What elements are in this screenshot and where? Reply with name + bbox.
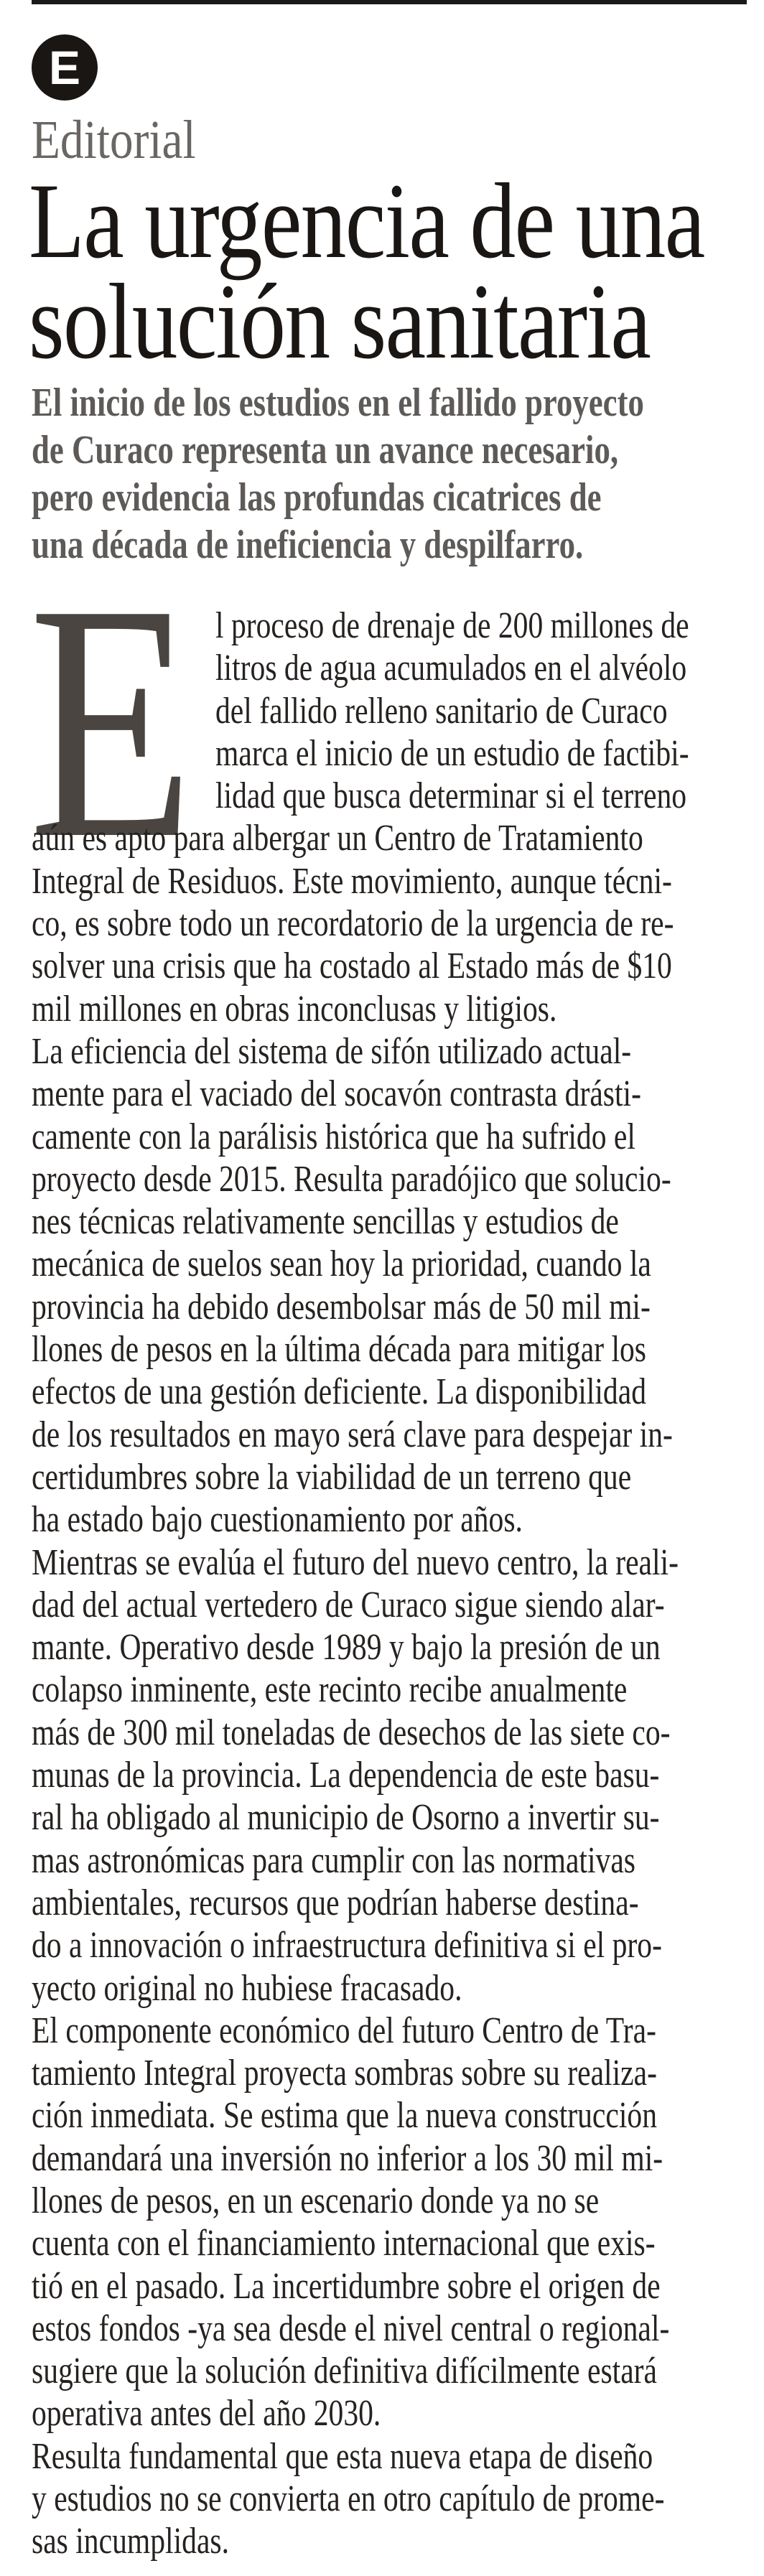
- paragraph-line: cuenta con el financiamiento internacion…: [32, 2223, 656, 2264]
- editorial-badge-icon: E: [32, 34, 98, 101]
- paragraph-line: más de 300 mil toneladas de desechos de …: [32, 1712, 671, 1753]
- paragraph-line: de los resultados en mayo será clave par…: [32, 1414, 673, 1455]
- deck-line: El inicio de los estudios en el fallido …: [32, 381, 644, 425]
- paragraph-line: mante. Operativo desde 1989 y bajo la pr…: [32, 1627, 661, 1669]
- section-label: Editorial: [32, 110, 196, 170]
- paragraph-line: camente con la parálisis histórica que h…: [32, 1116, 635, 1157]
- paragraph-line: proyecto desde 2015. Resulta paradójico …: [32, 1158, 671, 1200]
- paragraph-line: tió en el pasado. La incertidumbre sobre…: [32, 2265, 661, 2307]
- deck-line: pero evidencia las profundas cicatrices …: [32, 475, 602, 520]
- paragraph-line: ción inmediata. Se estima que la nueva c…: [32, 2095, 657, 2137]
- article-body: l proceso de drenaje de 200 millones de l…: [32, 605, 750, 2563]
- paragraph-line: sugiere que la solución definitiva difíc…: [32, 2351, 657, 2392]
- paragraph-line: mente para el vaciado del socavón contra…: [32, 1073, 641, 1115]
- paragraph-line: efectos de una gestión deficiente. La di…: [32, 1371, 646, 1413]
- paragraph-line: yecto original no hubiese fracasado.: [32, 1967, 462, 2009]
- article-paragraph: Mientras se evalúa el futuro del nuevo c…: [32, 1541, 750, 2010]
- paragraph-line: co, es sobre todo un recordatorio de la …: [32, 903, 674, 945]
- paragraph-line: del fallido relleno sanitario de Curaco: [215, 690, 668, 732]
- paragraph-line: certidumbres sobre la viabilidad de un t…: [32, 1456, 632, 1498]
- paragraph-line: tamiento Integral proyecta sombras sobre…: [32, 2053, 657, 2094]
- paragraph-line: nes técnicas relativamente sencillas y e…: [32, 1201, 619, 1243]
- paragraph-line: La eficiencia del sistema de sifón utili…: [32, 1030, 632, 1072]
- paragraph-line: marca el inicio de un estudio de factibi…: [215, 732, 689, 774]
- article-paragraph: La eficiencia del sistema de sifón utili…: [32, 1030, 750, 1541]
- paragraph-line: colapso inminente, este recinto recibe a…: [32, 1669, 628, 1711]
- paragraph-line: estos fondos -ya sea desde el nivel cent…: [32, 2307, 670, 2349]
- paragraph-line: mas astronómicas para cumplir con las no…: [32, 1839, 635, 1881]
- paragraph-line: l proceso de drenaje de 200 millones de: [215, 605, 689, 646]
- headline-line: solución sanitaria: [29, 262, 651, 381]
- paragraph-line: llones de pesos en la última década para…: [32, 1329, 646, 1371]
- paragraph-line: lidad que busca determinar si el terreno: [215, 775, 687, 817]
- article-paragraph: Resulta fundamental que esta nueva etapa…: [32, 2435, 750, 2563]
- paragraph-line: solver una crisis que ha costado al Esta…: [32, 946, 672, 987]
- paragraph-line: El componente económico del futuro Centr…: [32, 2010, 656, 2051]
- deck-line: de Curaco representa un avance necesario…: [32, 428, 619, 472]
- paragraph-line: sas incumplidas.: [32, 2521, 229, 2562]
- article-paragraph: El componente económico del futuro Centr…: [32, 2010, 750, 2435]
- paragraph-line: ambientales, recursos que podrían habers…: [32, 1882, 639, 1923]
- paragraph-line: operativa antes del año 2030.: [32, 2393, 381, 2435]
- paragraph-line: provincia ha debido desembolsar más de 5…: [32, 1286, 651, 1327]
- paragraph-line: litros de agua acumulados en el alvéolo: [215, 648, 687, 689]
- paragraph-line: demandará una inversión no inferior a lo…: [32, 2137, 663, 2179]
- paragraph-line: llones de pesos, en un escenario donde y…: [32, 2180, 600, 2221]
- paragraph-line: aún es apto para albergar un Centro de T…: [32, 818, 643, 859]
- paragraph-line: Mientras se evalúa el futuro del nuevo c…: [32, 1541, 679, 1583]
- paragraph-line: Resulta fundamental que esta nueva etapa…: [32, 2435, 653, 2477]
- headline: La urgencia de una solución sanitaria: [29, 162, 761, 381]
- top-rule: [32, 0, 747, 4]
- paragraph-line: Integral de Residuos. Este movimiento, a…: [32, 860, 672, 902]
- deck-line: una década de ineficiencia y despilfarro…: [32, 523, 584, 567]
- paragraph-line: munas de la provincia. La dependencia de…: [32, 1755, 660, 1796]
- headline-line: La urgencia de una: [29, 162, 705, 281]
- drop-cap: E: [29, 534, 194, 908]
- paragraph-line: do a innovación o infraestructura defini…: [32, 1925, 662, 1966]
- paragraph-line: ral ha obligado al municipio de Osorno a…: [32, 1797, 660, 1839]
- deck-subtitle: El inicio de los estudios en el fallido …: [32, 379, 721, 569]
- paragraph-line: y estudios no se convierta en otro capít…: [32, 2478, 665, 2520]
- article-paragraph: l proceso de drenaje de 200 millones de l…: [32, 605, 750, 1030]
- paragraph-line: dad del actual vertedero de Curaco sigue…: [32, 1584, 665, 1625]
- paragraph-line: ha estado bajo cuestionamiento por años.: [32, 1499, 523, 1541]
- paragraph-line: mecánica de suelos sean hoy la prioridad…: [32, 1243, 651, 1285]
- paragraph-line: mil millones en obras inconclusas y liti…: [32, 988, 557, 1030]
